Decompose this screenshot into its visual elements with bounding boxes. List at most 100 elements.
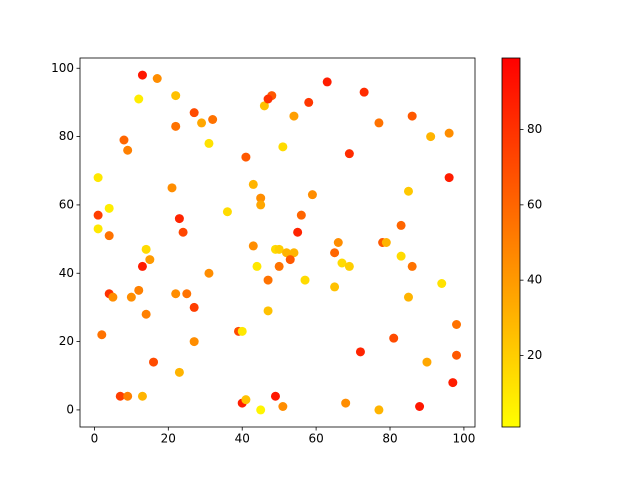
scatter-point xyxy=(263,94,273,104)
scatter-point xyxy=(241,152,251,162)
scatter-point xyxy=(278,402,288,411)
scatter-point xyxy=(389,333,399,343)
x-tick-label: 20 xyxy=(161,432,176,446)
scatter-point xyxy=(123,145,133,155)
scatter-point xyxy=(396,251,406,261)
scatter-point xyxy=(396,220,406,230)
scatter-point xyxy=(403,292,413,302)
scatter-point xyxy=(448,378,458,388)
scatter-point xyxy=(374,118,384,128)
scatter-point xyxy=(285,255,295,265)
scatter-point xyxy=(304,97,314,107)
scatter-point xyxy=(174,367,184,377)
scatter-point xyxy=(274,244,284,254)
scatter-point xyxy=(444,128,454,138)
scatter-point xyxy=(171,289,181,299)
scatter-point xyxy=(415,402,425,411)
scatter-point xyxy=(104,203,114,213)
scatter-point xyxy=(137,70,147,80)
y-tick-label: 20 xyxy=(59,334,74,348)
y-tick-label: 60 xyxy=(59,197,74,211)
scatter-point xyxy=(149,357,159,367)
scatter-point xyxy=(152,74,162,83)
scatter-point xyxy=(134,94,144,104)
scatter-point xyxy=(141,309,151,319)
colorbar-tick-label: 20 xyxy=(527,348,542,362)
y-tick-label: 80 xyxy=(59,129,74,143)
scatter-point xyxy=(174,214,184,224)
scatter-point xyxy=(115,391,125,401)
scatter-point xyxy=(341,398,351,408)
scatter-point xyxy=(189,108,199,118)
scatter-point xyxy=(189,337,199,347)
x-tick-label: 0 xyxy=(91,432,99,446)
scatter-point xyxy=(256,200,266,210)
scatter-point xyxy=(108,292,118,302)
colorbar-tick-label: 80 xyxy=(527,122,542,136)
scatter-point xyxy=(167,183,177,193)
scatter-point xyxy=(307,190,317,200)
scatter-point xyxy=(204,138,214,148)
scatter-point xyxy=(189,302,199,312)
scatter-point xyxy=(407,111,417,121)
scatter-point xyxy=(437,279,447,288)
scatter-point xyxy=(182,289,192,299)
scatter-point xyxy=(248,241,258,251)
scatter-point xyxy=(208,115,218,124)
scatter-point xyxy=(452,350,462,360)
y-tick-label: 100 xyxy=(51,61,74,75)
scatter-point xyxy=(300,275,310,285)
scatter-point xyxy=(278,142,288,152)
scatter-point xyxy=(333,238,343,247)
scatter-point xyxy=(293,227,303,237)
scatter-point xyxy=(330,282,340,292)
scatter-point xyxy=(237,326,247,336)
scatter-point xyxy=(134,285,144,295)
scatter-point xyxy=(403,186,413,196)
plot-frame xyxy=(79,57,476,428)
scatter-point xyxy=(426,132,436,142)
x-tick-label: 80 xyxy=(382,432,397,446)
scatter-point xyxy=(344,261,354,271)
scatter-point xyxy=(381,238,391,247)
scatter-point xyxy=(141,244,151,254)
scatter-point xyxy=(263,275,273,285)
scatter-point xyxy=(270,391,280,401)
colorbar xyxy=(501,57,521,428)
scatter-point xyxy=(344,149,354,159)
scatter-point xyxy=(256,405,266,415)
scatter-point xyxy=(374,405,384,415)
scatter-point xyxy=(178,227,188,237)
scatter-point xyxy=(256,193,266,203)
scatter-point xyxy=(407,261,417,271)
x-tick-label: 40 xyxy=(235,432,250,446)
scatter-point xyxy=(282,248,292,258)
colorbar-tick-label: 40 xyxy=(527,273,542,287)
y-tick-label: 0 xyxy=(66,402,74,416)
scatter-point xyxy=(248,179,258,189)
scatter-point xyxy=(444,173,454,183)
scatter-point xyxy=(259,101,269,111)
scatter-point xyxy=(241,395,251,405)
scatter-point xyxy=(126,292,136,302)
y-tick-label: 40 xyxy=(59,266,74,280)
scatter-point xyxy=(97,330,107,340)
scatter-point xyxy=(171,91,181,101)
scatter-point xyxy=(171,121,181,131)
scatter-point xyxy=(252,261,262,271)
scatter-point xyxy=(123,391,133,401)
scatter-point xyxy=(93,173,103,183)
scatter-point xyxy=(274,261,284,271)
scatter-point xyxy=(145,255,155,265)
scatter-point xyxy=(452,320,462,329)
scatter-point xyxy=(359,87,369,97)
scatter-point xyxy=(355,347,365,357)
scatter-point xyxy=(422,357,432,367)
scatter-point xyxy=(296,210,306,220)
scatter-point xyxy=(263,306,273,316)
scatter-point xyxy=(197,118,207,128)
x-tick-label: 60 xyxy=(308,432,323,446)
scatter-point xyxy=(93,224,103,234)
